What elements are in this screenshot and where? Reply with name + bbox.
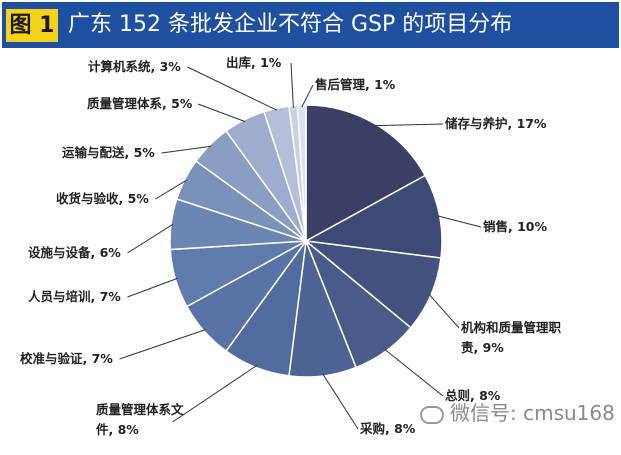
slice-label: 总则, 8% [445, 388, 501, 403]
slice-label: 出库, 1% [226, 55, 282, 70]
watermark-text: 微信号: cmsu168 [450, 401, 615, 425]
slice-label: 校准与验证, 7% [20, 351, 113, 366]
pie-slice [305, 104, 427, 243]
leader-line [290, 62, 294, 108]
leader-line [322, 373, 359, 430]
wechat-icon [420, 405, 444, 424]
leader-line [119, 329, 206, 360]
figure-badge: 图 1 [6, 9, 58, 42]
slice-label: 运输与配送, 5% [62, 145, 155, 160]
leader-line [155, 179, 187, 200]
watermark: 微信号: cmsu168 [420, 397, 615, 426]
slice-label: 售后管理, 1% [315, 77, 396, 92]
header-band: 图 1 广东 152 条批发企业不符合 GSP 的项目分布 [2, 2, 619, 48]
leader-line [374, 123, 444, 127]
slice-label: 质量管理体系文 [96, 402, 184, 417]
leader-line [187, 66, 277, 111]
chart-title: 广东 152 条批发企业不符合 GSP 的项目分布 [68, 12, 513, 37]
chart-area: 储存与养护, 17% 销售, 10% 机构和质量管理职 责, 9% 总则, 8% 采购, … [2, 48, 619, 453]
slice-label: 设施与设备, 6% [28, 245, 121, 260]
leader-line [197, 103, 246, 123]
leader-line [384, 349, 444, 397]
leader-line [428, 293, 460, 329]
leader-line [127, 223, 174, 254]
slice-label: 责, 9% [461, 340, 504, 355]
leader-line [301, 84, 314, 108]
slice-label: 人员与培训, 7% [28, 289, 121, 304]
slice-label: 销售, 10% [483, 219, 547, 234]
slice-label: 计算机系统, 3% [88, 59, 181, 74]
leader-line [127, 277, 178, 298]
leader-line [437, 215, 482, 228]
leader-line [172, 365, 257, 423]
leader-line [161, 145, 212, 154]
pie-slice [296, 104, 307, 242]
slice-label: 储存与养护, 17% [444, 116, 547, 131]
slice-label: 件, 8% [96, 422, 139, 437]
slice-label: 机构和质量管理职 [461, 320, 562, 335]
slice-label: 采购, 8% [359, 421, 416, 436]
slice-label: 质量管理体系, 5% [87, 96, 193, 111]
slice-label: 收货与验收, 5% [56, 191, 149, 206]
pie-slice [303, 174, 443, 259]
